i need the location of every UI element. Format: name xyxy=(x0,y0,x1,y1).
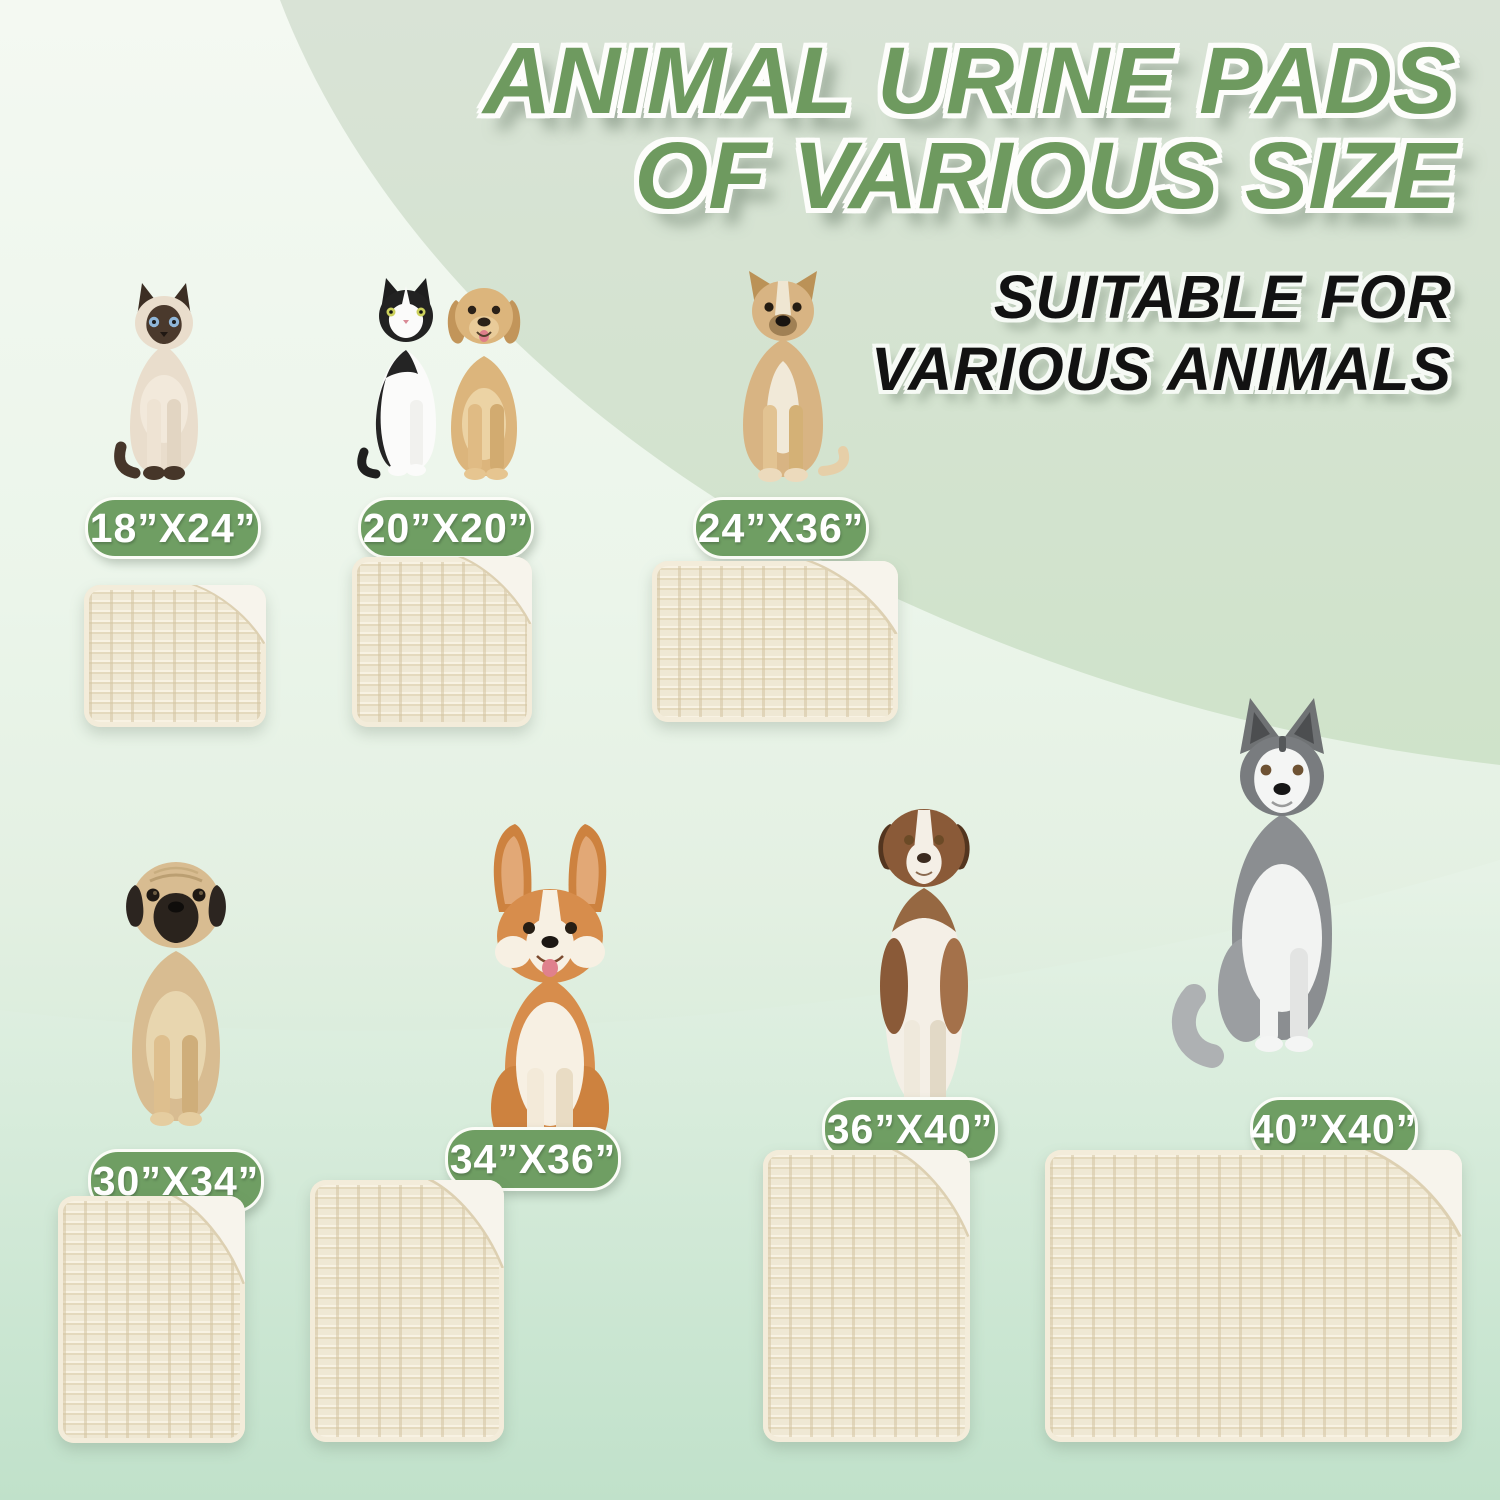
pad-texture xyxy=(89,590,261,722)
australian-shepherd-photo xyxy=(878,809,970,1119)
pee-pad-40x40 xyxy=(1045,1150,1462,1442)
pad-folded-corner xyxy=(805,561,898,635)
subtitle-line-2: VARIOUS ANIMALS xyxy=(871,334,1452,403)
pad-folded-corner xyxy=(427,1180,504,1269)
size-label: 40”X40” xyxy=(1250,1105,1418,1152)
size-label: 24”X36” xyxy=(697,504,865,551)
pad-folded-corner xyxy=(458,557,532,624)
pad-folded-corner xyxy=(171,1196,245,1284)
size-badge-24x36: 24”X36” xyxy=(693,497,869,559)
size-label: 18”X24” xyxy=(89,504,257,551)
pad-texture xyxy=(357,562,527,722)
subtitle-line-1: SUITABLE FOR xyxy=(993,263,1452,331)
pad-texture xyxy=(315,1185,499,1437)
size-label: 20”X20” xyxy=(362,504,530,551)
pug-photo xyxy=(126,862,226,1126)
page-subtitle: SUITABLE FOR VARIOUS ANIMALS xyxy=(871,262,1452,406)
siberian-husky-photo xyxy=(1171,698,1332,1068)
pad-folded-corner xyxy=(191,585,266,644)
pad-folded-corner xyxy=(892,1150,970,1237)
pee-pad-24x36 xyxy=(652,561,898,722)
corgi-photo xyxy=(491,824,609,1160)
size-label: 34”X36” xyxy=(449,1135,617,1182)
pad-folded-corner xyxy=(1364,1150,1462,1237)
pad-texture xyxy=(63,1201,240,1438)
tan-dog-photo xyxy=(743,271,849,482)
tuxedo-cat-and-labrador-puppy-photo xyxy=(357,278,521,480)
siamese-cat-photo xyxy=(114,283,198,480)
size-label: 36”X40” xyxy=(826,1105,994,1152)
pee-pad-36x40 xyxy=(763,1150,970,1442)
title-line-1: ANIMAL URINE PADS xyxy=(483,28,1456,134)
pee-pad-20x20 xyxy=(352,557,532,727)
pee-pad-34x36 xyxy=(310,1180,504,1442)
top-right-swoosh xyxy=(280,0,1500,765)
title-line-2: OF VARIOUS SIZE xyxy=(634,123,1456,229)
size-badge-20x20: 20”X20” xyxy=(358,497,534,559)
pee-pad-18x24 xyxy=(84,585,266,727)
pee-pad-30x34 xyxy=(58,1196,245,1443)
size-badge-18x24: 18”X24” xyxy=(85,497,261,559)
pad-texture xyxy=(768,1155,965,1437)
pad-texture xyxy=(1050,1155,1457,1437)
page-title: ANIMAL URINE PADS OF VARIOUS SIZE xyxy=(483,34,1456,224)
pad-texture xyxy=(657,566,893,717)
